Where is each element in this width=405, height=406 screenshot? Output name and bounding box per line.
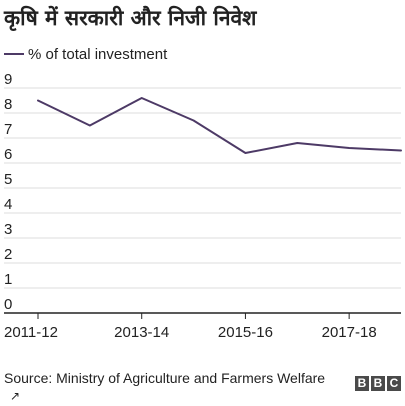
- x-tick-label: 2017-18: [322, 324, 377, 341]
- y-tick-label: 1: [4, 271, 12, 288]
- series-layer: [37, 97, 402, 154]
- x-tick-label: 2011-12: [4, 324, 58, 341]
- y-tick-label: 3: [4, 221, 12, 238]
- y-tick-label: 7: [4, 121, 12, 138]
- y-tick-label: 5: [4, 171, 12, 188]
- x-axis-tick-labels: 2011-12 2013-14 2015-16 2017-18: [4, 313, 377, 341]
- x-tick-label: 2013-14: [114, 324, 169, 341]
- legend-swatch: [4, 53, 24, 55]
- source-note: Source: Ministry of Agriculture and Farm…: [4, 370, 334, 405]
- logo-letter: C: [387, 376, 401, 391]
- series-line: [37, 97, 402, 154]
- y-axis-tick-labels: 0 1 2 3 4 5 6 7 8 9: [4, 71, 12, 313]
- y-tick-label: 4: [4, 196, 12, 213]
- y-tick-label: 2: [4, 246, 12, 263]
- legend: % of total investment: [4, 44, 167, 64]
- y-tick-label: 0: [4, 296, 12, 313]
- grid-lines: [4, 87, 401, 289]
- source-text: Source: Ministry of Agriculture and Farm…: [4, 370, 326, 386]
- bbc-logo: B B C: [355, 376, 401, 391]
- line-chart: 0 1 2 3 4 5 6 7 8 9 2011-12 2013-14 2015-16 2017-18: [4, 71, 402, 341]
- legend-label: % of total investment: [28, 45, 168, 63]
- chart-title: कृषि में सरकारी और निजी निवेश: [4, 6, 257, 30]
- logo-letter: B: [371, 376, 385, 391]
- x-tick-label: 2015-16: [218, 324, 273, 341]
- y-tick-label: 8: [4, 96, 12, 113]
- logo-letter: B: [355, 376, 369, 391]
- y-tick-label: 6: [4, 146, 12, 163]
- external-link-icon[interactable]: ↗: [10, 388, 21, 403]
- y-tick-label: 9: [4, 71, 12, 88]
